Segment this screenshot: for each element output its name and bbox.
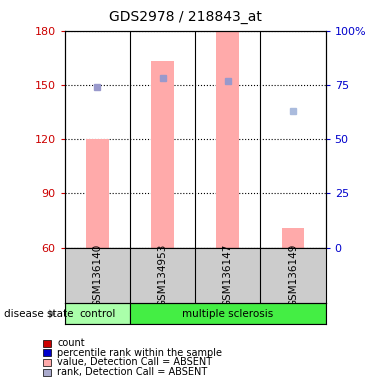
Text: multiple sclerosis: multiple sclerosis — [182, 309, 273, 319]
Text: percentile rank within the sample: percentile rank within the sample — [57, 348, 222, 358]
Text: GSM136147: GSM136147 — [223, 244, 233, 307]
Bar — [282, 228, 305, 248]
Bar — [151, 61, 174, 248]
Bar — [216, 31, 239, 248]
Bar — [86, 139, 109, 248]
Text: GSM134953: GSM134953 — [158, 244, 168, 307]
Text: value, Detection Call = ABSENT: value, Detection Call = ABSENT — [57, 358, 212, 367]
Bar — [65, 303, 130, 324]
Text: rank, Detection Call = ABSENT: rank, Detection Call = ABSENT — [57, 367, 208, 377]
Text: GSM136140: GSM136140 — [92, 244, 102, 307]
Polygon shape — [49, 310, 56, 319]
Text: GDS2978 / 218843_at: GDS2978 / 218843_at — [108, 10, 262, 23]
Text: GSM136149: GSM136149 — [288, 244, 298, 307]
Text: disease state: disease state — [4, 309, 73, 319]
Text: count: count — [57, 338, 85, 348]
Text: control: control — [79, 309, 115, 319]
Bar — [130, 303, 326, 324]
